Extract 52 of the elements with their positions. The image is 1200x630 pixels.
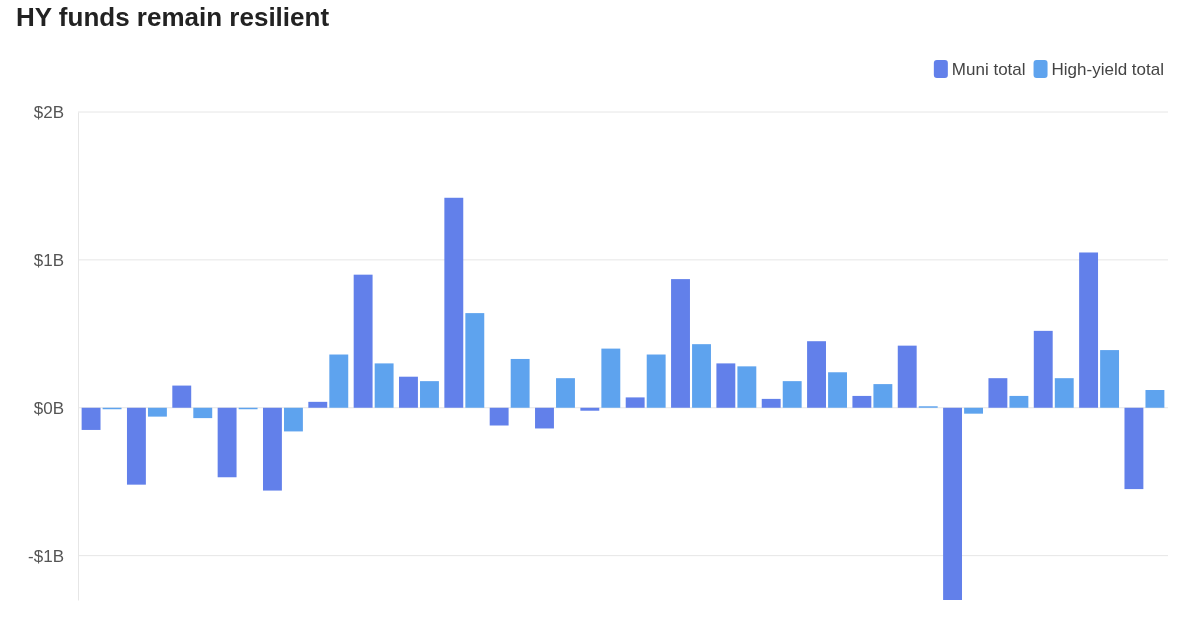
bar <box>873 384 893 408</box>
bar <box>601 348 621 408</box>
bar <box>1054 378 1074 408</box>
bar <box>943 407 963 600</box>
bar <box>172 385 192 408</box>
bar <box>761 398 781 408</box>
bar <box>692 344 711 408</box>
bar <box>510 358 530 408</box>
bar <box>897 345 917 408</box>
bar <box>126 407 146 485</box>
bar <box>1124 407 1144 490</box>
bar <box>308 401 328 408</box>
bar <box>1009 395 1029 408</box>
bar <box>1033 330 1053 408</box>
bar <box>81 407 101 430</box>
bar <box>147 407 167 417</box>
bar <box>625 397 645 408</box>
bar <box>374 363 394 408</box>
chart-title: HY funds remain resilient <box>16 2 330 32</box>
bar <box>1079 252 1099 408</box>
bar <box>489 407 509 426</box>
bar <box>353 274 373 408</box>
bar <box>262 407 282 491</box>
legend-label: High-yield total <box>1051 60 1164 79</box>
bar <box>782 381 802 408</box>
bar <box>671 279 690 408</box>
bar <box>1100 350 1120 408</box>
bar <box>1145 390 1165 408</box>
bar <box>444 197 464 408</box>
bar <box>283 407 303 432</box>
bar <box>535 407 554 429</box>
y-tick-label: $0B <box>33 398 64 418</box>
bar <box>737 366 757 408</box>
bar <box>329 354 349 408</box>
y-tick-label: -$1B <box>28 546 64 566</box>
bar <box>556 378 575 408</box>
bar <box>807 341 826 408</box>
bar <box>193 407 213 419</box>
bar <box>646 354 666 408</box>
bar <box>828 372 847 408</box>
bar <box>716 363 736 408</box>
y-tick-label: $1B <box>33 250 64 270</box>
bar <box>964 407 984 414</box>
bar <box>988 378 1008 408</box>
bar <box>465 313 485 408</box>
y-tick-label: $2B <box>33 102 64 122</box>
bar <box>580 407 600 411</box>
bar <box>420 381 439 408</box>
bar <box>852 395 872 408</box>
bar <box>217 407 237 478</box>
legend-label: Muni total <box>951 60 1026 79</box>
bar <box>399 376 418 408</box>
